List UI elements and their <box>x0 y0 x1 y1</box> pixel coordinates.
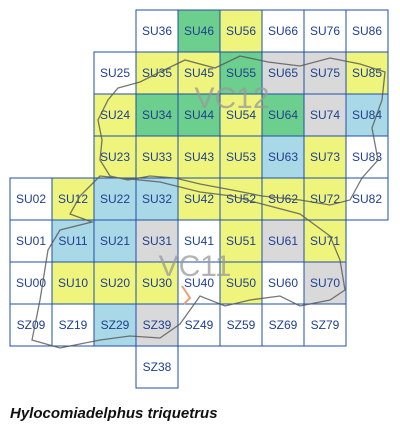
grid-ref: SZ19 <box>59 318 88 332</box>
grid-ref: SU82 <box>352 192 382 206</box>
grid-square <box>177 135 221 179</box>
grid-ref: SU20 <box>100 276 130 290</box>
grid-ref: SU50 <box>226 276 256 290</box>
grid-ref: SU40 <box>184 276 214 290</box>
grid-ref: SU63 <box>268 150 298 164</box>
grid-ref: SU70 <box>310 276 340 290</box>
coastline <box>31 55 386 349</box>
grid-ref: SU64 <box>268 108 298 122</box>
grid-square <box>219 135 263 179</box>
grid-ref: SZ39 <box>143 318 172 332</box>
grid-ref: SU46 <box>184 24 214 38</box>
grid-square <box>219 303 263 347</box>
grid-ref: SU85 <box>352 66 382 80</box>
grid-ref: SU51 <box>226 234 256 248</box>
grid-square <box>135 345 179 389</box>
grid-square <box>135 261 179 305</box>
grid-square <box>303 93 347 137</box>
grid-ref: SU23 <box>100 150 130 164</box>
grid-ref: SU11 <box>58 234 87 248</box>
grid-square <box>303 303 347 347</box>
grid-ref: SU61 <box>268 234 298 248</box>
grid-ref: SU10 <box>58 276 88 290</box>
grid-ref: SU33 <box>142 150 172 164</box>
grid-ref: SU43 <box>184 150 214 164</box>
grid-square <box>177 9 221 53</box>
grid-ref: SZ09 <box>17 318 46 332</box>
grid-ref: SU12 <box>58 192 88 206</box>
grid-ref: SZ29 <box>101 318 130 332</box>
grid-ref: SU42 <box>184 192 214 206</box>
grid-square <box>261 303 305 347</box>
grid-ref: SU53 <box>226 150 256 164</box>
grid-ref: SU01 <box>16 234 46 248</box>
grid-ref: SU54 <box>226 108 256 122</box>
species-name: Hylocomiadelphus triquetrus <box>10 405 218 422</box>
grid-square <box>9 303 53 347</box>
grid-square <box>93 261 137 305</box>
grid-ref: SU32 <box>142 192 172 206</box>
region-label: VC11 <box>159 250 232 283</box>
grid-ref: SU73 <box>310 150 340 164</box>
grid-ref: SU76 <box>310 24 340 38</box>
grid-ref: SZ49 <box>185 318 214 332</box>
grid-ref: SU30 <box>142 276 172 290</box>
grid-square <box>345 51 389 95</box>
grid-ref: SZ59 <box>227 318 256 332</box>
grid-ref: SU22 <box>100 192 130 206</box>
grid-square <box>303 261 347 305</box>
grid-square <box>135 303 179 347</box>
grid-square <box>135 135 179 179</box>
grid-square <box>345 9 389 53</box>
grid-ref: SZ69 <box>269 318 298 332</box>
grid-ref: SU24 <box>100 108 130 122</box>
grid-square <box>261 135 305 179</box>
grid-ref: SU31 <box>142 234 172 248</box>
grid-ref: SU45 <box>184 66 214 80</box>
grid-ref: SU56 <box>226 24 256 38</box>
grid-square <box>261 93 305 137</box>
grid-square <box>345 177 389 221</box>
river <box>181 285 192 305</box>
grid-ref: SZ38 <box>143 360 172 374</box>
grid-ref: SZ79 <box>311 318 340 332</box>
grid-ref: SU44 <box>184 108 214 122</box>
grid-square <box>135 93 179 137</box>
grid-ref: SU66 <box>268 24 298 38</box>
grid-ref: SU52 <box>226 192 256 206</box>
grid-ref: SU21 <box>100 234 130 248</box>
grid-ref: SU25 <box>100 66 130 80</box>
grid-ref: SU71 <box>310 234 340 248</box>
grid-ref: SU41 <box>184 234 214 248</box>
grid-square <box>93 135 137 179</box>
grid-ref: SU55 <box>226 66 256 80</box>
grid-ref: SU74 <box>310 108 340 122</box>
grid-ref: SU36 <box>142 24 172 38</box>
grid-ref: SU86 <box>352 24 382 38</box>
grid-ref: SU62 <box>268 192 298 206</box>
grid-ref: SU00 <box>16 276 46 290</box>
region-label: VC12 <box>194 82 269 115</box>
grid-ref: SU34 <box>142 108 172 122</box>
grid-ref: SU65 <box>268 66 298 80</box>
grid-square <box>177 51 221 95</box>
grid-square <box>135 9 179 53</box>
grid-ref: SU60 <box>268 276 298 290</box>
grid-square <box>9 177 53 221</box>
grid-ref: SU75 <box>310 66 340 80</box>
grid-square <box>135 51 179 95</box>
grid-square <box>261 51 305 95</box>
grid-square <box>93 303 137 347</box>
grid-ref: SU83 <box>352 150 382 164</box>
grid-square <box>303 219 347 263</box>
grid-ref: SU02 <box>16 192 46 206</box>
